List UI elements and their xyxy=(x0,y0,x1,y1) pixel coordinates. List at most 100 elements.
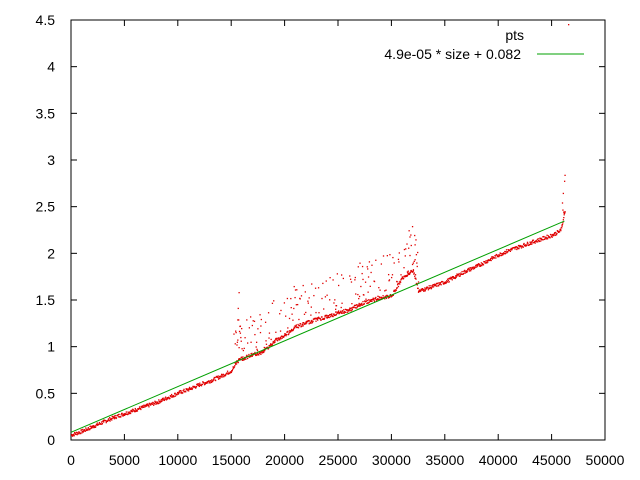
y-tick-label: 1 xyxy=(47,339,55,355)
data-point xyxy=(361,304,364,306)
data-point xyxy=(472,268,475,270)
data-point xyxy=(407,273,409,276)
data-point xyxy=(140,405,142,408)
data-point xyxy=(138,407,140,410)
data-point xyxy=(516,247,518,249)
data-point xyxy=(431,286,433,289)
data-point xyxy=(349,309,351,311)
data-point xyxy=(274,339,277,341)
data-point xyxy=(539,237,541,239)
data-point xyxy=(562,192,565,195)
legend-label-fit: 4.9e-05 * size + 0.082 xyxy=(384,46,521,62)
data-point xyxy=(375,298,377,301)
data-point xyxy=(253,320,256,323)
data-point xyxy=(341,310,344,312)
data-point xyxy=(425,288,427,291)
data-point xyxy=(358,297,360,300)
data-point xyxy=(141,406,143,409)
data-point xyxy=(122,415,124,417)
data-point xyxy=(210,380,212,382)
data-point xyxy=(180,391,183,393)
data-point xyxy=(160,400,163,403)
data-point xyxy=(370,300,372,302)
data-point xyxy=(445,282,447,285)
data-point xyxy=(161,398,163,401)
data-point xyxy=(348,308,350,311)
data-point xyxy=(328,314,330,317)
data-point xyxy=(224,375,227,377)
data-point xyxy=(409,272,411,274)
data-point xyxy=(73,433,75,435)
data-point xyxy=(380,263,383,265)
data-point xyxy=(387,273,390,276)
data-point xyxy=(354,276,356,279)
data-point xyxy=(113,416,115,419)
data-point xyxy=(413,260,415,263)
data-point xyxy=(340,311,342,313)
data-point xyxy=(251,324,254,327)
data-point xyxy=(223,376,225,378)
data-point xyxy=(519,244,521,247)
y-tick-label: 3 xyxy=(47,152,55,168)
data-point xyxy=(426,286,428,288)
data-point xyxy=(172,395,174,397)
data-point xyxy=(238,358,240,360)
data-point xyxy=(560,227,563,229)
data-point xyxy=(536,239,538,241)
data-point xyxy=(523,242,525,245)
data-point xyxy=(75,433,77,436)
data-point xyxy=(239,325,242,327)
data-point xyxy=(477,264,479,267)
data-point xyxy=(408,230,410,232)
data-point xyxy=(404,275,406,277)
data-point xyxy=(295,324,298,326)
data-point xyxy=(220,373,223,376)
data-point xyxy=(298,318,300,321)
data-point xyxy=(90,426,92,429)
data-point xyxy=(305,322,308,324)
data-point xyxy=(290,329,292,332)
data-point xyxy=(214,379,217,382)
data-point xyxy=(420,288,423,290)
data-point xyxy=(189,387,191,390)
data-point xyxy=(493,257,496,259)
data-point xyxy=(305,323,307,325)
data-point xyxy=(355,304,358,306)
data-point xyxy=(427,289,430,291)
data-point xyxy=(354,304,356,306)
data-point xyxy=(384,298,386,300)
plot-frame xyxy=(70,19,606,441)
data-point xyxy=(563,214,565,216)
data-point xyxy=(186,388,189,390)
data-point xyxy=(197,383,199,385)
data-point xyxy=(236,341,239,343)
data-point xyxy=(308,297,310,299)
data-point xyxy=(76,432,78,434)
data-point xyxy=(210,381,212,384)
data-point xyxy=(258,352,261,355)
data-point xyxy=(252,320,254,322)
data-point xyxy=(195,387,197,389)
data-point xyxy=(279,337,281,340)
data-point xyxy=(269,345,271,347)
data-point xyxy=(333,302,335,304)
data-point xyxy=(285,315,287,317)
data-point xyxy=(224,374,226,376)
data-point xyxy=(394,290,396,293)
data-point xyxy=(293,285,295,288)
data-point xyxy=(267,312,270,314)
data-point xyxy=(409,236,411,238)
data-point xyxy=(158,399,160,401)
data-point xyxy=(264,349,266,352)
data-point xyxy=(111,415,113,418)
data-point xyxy=(399,281,402,283)
data-point xyxy=(507,249,509,251)
data-point xyxy=(366,266,368,268)
data-point xyxy=(187,388,189,390)
data-point xyxy=(367,302,369,304)
data-point xyxy=(307,300,309,302)
data-point xyxy=(225,374,227,376)
data-point xyxy=(167,397,169,400)
data-point xyxy=(406,243,408,245)
